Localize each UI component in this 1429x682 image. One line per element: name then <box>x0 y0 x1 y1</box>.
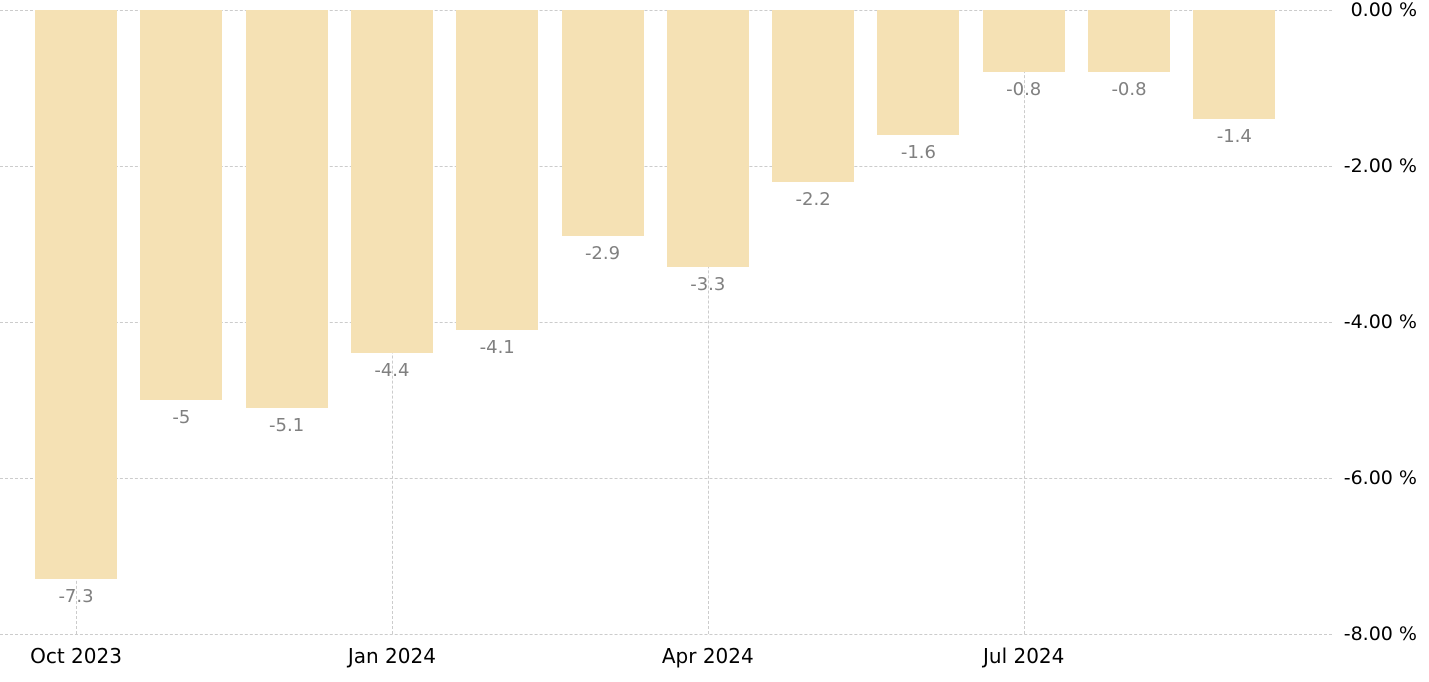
x-axis-tick-label: Jan 2024 <box>347 644 436 668</box>
bar-value-label: -0.8 <box>1111 79 1147 101</box>
bar-value-label: -4.1 <box>479 336 515 358</box>
horizontal-gridline <box>0 478 1332 479</box>
y-axis-tick-label: -8.00 % <box>1343 623 1417 645</box>
bar <box>666 10 749 268</box>
horizontal-gridline <box>0 634 1332 635</box>
y-axis-tick-label: -6.00 % <box>1343 467 1417 489</box>
y-axis-tick-label: 0.00 % <box>1350 0 1417 21</box>
bar <box>140 10 223 400</box>
bar-value-label: -0.8 <box>1006 79 1042 101</box>
horizontal-gridline <box>0 166 1332 167</box>
bar-value-label: -5 <box>172 407 191 428</box>
bar <box>350 10 433 354</box>
vertical-gridline <box>1023 10 1025 634</box>
bar-value-label: -4.4 <box>374 360 410 382</box>
bar-value-label: -3.3 <box>690 274 726 296</box>
bar-value-label: -1.6 <box>900 141 936 163</box>
bar <box>877 10 960 135</box>
bar <box>245 10 328 408</box>
bar <box>456 10 539 330</box>
bar <box>561 10 644 237</box>
horizontal-gridline <box>0 10 1332 11</box>
bar <box>772 10 855 182</box>
vertical-gridline <box>707 10 709 634</box>
y-axis-tick-label: -2.00 % <box>1343 155 1417 177</box>
bar-value-label: -7.3 <box>58 586 94 608</box>
bar <box>1193 10 1276 120</box>
bar-value-label: -2.2 <box>795 188 831 210</box>
bar <box>982 10 1065 73</box>
y-axis-tick-label: -4.00 % <box>1343 311 1417 333</box>
x-axis-tick-label: Apr 2024 <box>661 644 754 668</box>
bar <box>1088 10 1170 73</box>
horizontal-gridline <box>0 322 1332 323</box>
bar-value-label: -2.9 <box>584 243 621 265</box>
x-axis-tick-label: Oct 2023 <box>30 644 122 668</box>
bar-value-label: -1.4 <box>1216 126 1252 148</box>
x-axis-tick-label: Jul 2024 <box>982 644 1065 668</box>
bar <box>35 10 117 580</box>
bar-value-label: -5.1 <box>269 414 305 436</box>
